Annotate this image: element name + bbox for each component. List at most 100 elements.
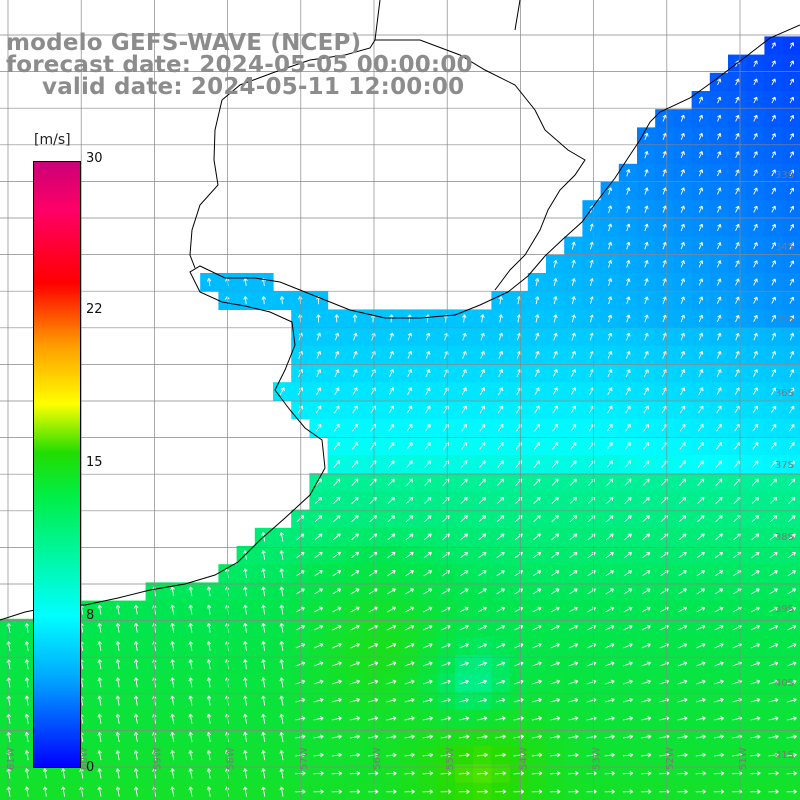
- wind-arrow: [133, 750, 139, 761]
- wind-arrow: [768, 752, 779, 758]
- wind-arrow: [331, 716, 342, 721]
- wind-arrow: [677, 771, 688, 776]
- wind-arrow: [279, 622, 284, 633]
- wind-arrow: [770, 460, 777, 468]
- wind-arrow: [206, 768, 212, 779]
- wind-arrow: [386, 789, 397, 794]
- wind-arrow: [752, 387, 758, 396]
- wind-arrow: [715, 496, 723, 505]
- wind-arrow: [279, 695, 284, 706]
- wind-arrow: [477, 606, 487, 613]
- wind-arrow: [607, 223, 613, 232]
- wind-arrow: [677, 643, 688, 649]
- wind-arrow: [605, 515, 614, 523]
- wind-arrow: [441, 679, 451, 685]
- wind-arrow: [368, 679, 379, 685]
- wind-arrow: [316, 350, 322, 359]
- wind-arrow: [295, 624, 306, 631]
- wind-arrow: [480, 314, 485, 323]
- wind-arrow: [552, 423, 558, 432]
- wind-arrow: [115, 677, 121, 688]
- wind-arrow: [478, 570, 487, 577]
- wind-arrow: [789, 260, 795, 268]
- wind-arrow: [333, 423, 340, 432]
- wind-arrow: [458, 771, 470, 776]
- wind-arrow: [769, 533, 778, 541]
- wind-arrow: [714, 697, 724, 703]
- wind-arrow: [389, 350, 394, 359]
- wind-arrow: [133, 677, 139, 688]
- wind-arrow: [368, 716, 379, 721]
- wind-arrow: [788, 442, 795, 450]
- wind-arrow: [586, 661, 597, 667]
- wind-arrow: [788, 460, 795, 468]
- wind-arrow: [115, 641, 121, 651]
- wind-arrow: [97, 786, 102, 797]
- wind-arrow: [495, 752, 506, 758]
- wind-arrow: [551, 460, 559, 468]
- wind-arrow: [679, 460, 686, 468]
- wind-arrow: [331, 752, 342, 758]
- wind-arrow: [750, 606, 760, 613]
- wind-arrow: [623, 570, 633, 577]
- wind-arrow: [368, 661, 379, 667]
- wind-arrow: [316, 332, 322, 341]
- wind-arrow: [388, 442, 395, 450]
- wind-arrow: [315, 405, 322, 414]
- wind-arrow: [513, 752, 525, 758]
- wind-arrow: [789, 296, 795, 304]
- wind-arrow: [604, 679, 615, 685]
- wind-arrow: [623, 551, 633, 559]
- wind-arrow: [771, 223, 776, 231]
- wind-arrow: [551, 533, 560, 541]
- wind-arrow: [534, 405, 540, 414]
- wind-arrow: [624, 533, 632, 541]
- wind-arrow: [751, 478, 759, 487]
- wind-arrow: [514, 570, 524, 577]
- wind-arrow: [786, 789, 797, 794]
- wind-arrow: [513, 771, 525, 776]
- wind-arrow: [532, 661, 542, 667]
- wind-arrow: [716, 132, 722, 140]
- lon-label: 54W: [518, 747, 529, 770]
- wind-arrow: [786, 771, 797, 776]
- wind-arrow: [497, 442, 504, 450]
- wind-arrow: [461, 423, 467, 432]
- wind-arrow: [440, 734, 452, 739]
- wind-arrow: [770, 423, 777, 432]
- wind-arrow: [498, 314, 503, 323]
- wind-arrow: [753, 223, 758, 231]
- wind-arrow: [568, 752, 579, 758]
- wind-arrow: [133, 659, 139, 670]
- wind-arrow: [641, 789, 652, 794]
- wind-arrow: [622, 734, 634, 739]
- wind-arrow: [550, 570, 560, 577]
- wind-arrow: [206, 604, 212, 615]
- wind-arrow: [351, 478, 359, 487]
- wind-arrow: [768, 661, 779, 667]
- wind-arrow: [586, 789, 597, 794]
- wind-arrow: [625, 423, 631, 432]
- wind-arrow: [334, 369, 340, 377]
- wind-arrow: [751, 515, 760, 523]
- wind-arrow: [476, 752, 488, 758]
- wind-arrow: [570, 460, 577, 468]
- wind-arrow: [786, 752, 797, 758]
- wind-arrow: [716, 278, 722, 286]
- wind-arrow: [642, 460, 650, 468]
- wind-arrow: [261, 604, 266, 615]
- wind-arrow: [569, 551, 578, 559]
- wind-arrow: [623, 679, 633, 685]
- wind-arrow: [407, 387, 413, 396]
- wind-arrow: [368, 752, 379, 758]
- wind-arrow: [698, 296, 704, 304]
- wind-arrow: [534, 387, 540, 396]
- wind-arrow: [696, 533, 705, 541]
- wind-arrow: [586, 643, 597, 649]
- wind-arrow: [497, 460, 504, 468]
- wind-arrow: [553, 259, 558, 268]
- wind-arrow: [422, 752, 434, 758]
- wind-arrow: [97, 695, 102, 706]
- wind-arrow: [623, 588, 633, 595]
- wind-arrow: [644, 205, 649, 213]
